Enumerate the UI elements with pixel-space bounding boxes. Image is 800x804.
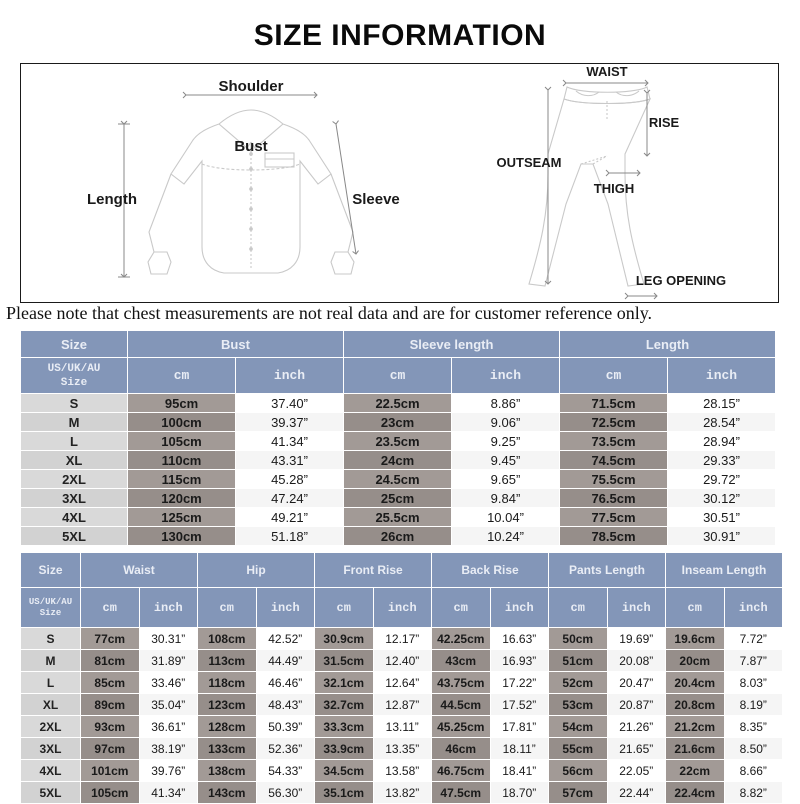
svg-text:LEG OPENING: LEG OPENING (636, 273, 726, 288)
svg-text:Length: Length (87, 191, 137, 208)
svg-text:Shoulder: Shoulder (218, 78, 283, 95)
svg-text:Bust: Bust (234, 138, 267, 155)
svg-text:OUTSEAM: OUTSEAM (497, 155, 562, 170)
svg-text:THIGH: THIGH (594, 181, 634, 196)
svg-text:WAIST: WAIST (586, 64, 627, 79)
svg-text:RISE: RISE (649, 115, 680, 130)
svg-text:Sleeve: Sleeve (352, 191, 400, 208)
